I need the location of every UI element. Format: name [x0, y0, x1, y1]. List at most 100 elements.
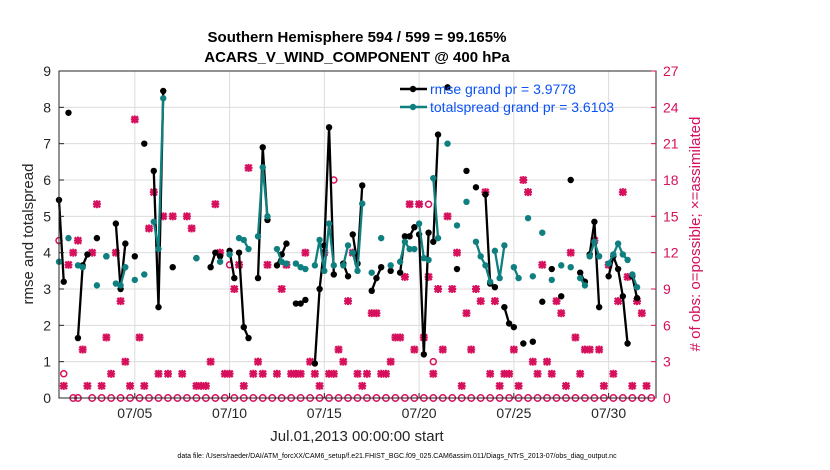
spread-point — [558, 262, 565, 269]
obs-assimilated-marker — [524, 188, 533, 197]
spread-point — [496, 274, 503, 282]
spread-point — [316, 236, 323, 244]
spread-point — [567, 264, 574, 271]
rmse-point — [619, 293, 627, 300]
rmse-point — [401, 233, 409, 240]
spread-point — [515, 274, 522, 282]
y-tick-label: 4 — [43, 245, 51, 261]
obs-assimilated-marker — [618, 188, 627, 197]
spread-point — [65, 234, 72, 242]
obs-assimilated-marker — [396, 333, 405, 342]
rmse-point — [434, 131, 442, 138]
obs-assimilated-marker — [239, 381, 248, 390]
obs-assimilated-marker — [144, 224, 154, 233]
obs-assimilated-marker — [628, 381, 637, 390]
spread-point — [614, 240, 622, 247]
obs-assimilated-marker — [178, 369, 187, 378]
spread-point — [586, 253, 593, 260]
x-tick-label: 07/15 — [307, 405, 342, 421]
rmse-point — [325, 124, 333, 131]
data-file-footnote: data file: /Users/raeder/DAI/ATM_forcXX/… — [177, 453, 617, 460]
spread-point — [482, 262, 489, 269]
y2-tick-label: 3 — [663, 354, 671, 370]
obs-assimilated-marker — [258, 369, 267, 378]
obs-assimilated-marker — [576, 369, 585, 378]
rmse-point — [558, 293, 565, 300]
obs-assimilated-marker — [443, 212, 452, 221]
obs-assimilated-marker — [505, 369, 514, 378]
rmse-point — [482, 191, 489, 198]
spread-point — [122, 264, 129, 271]
plot-frame — [58, 70, 657, 399]
rmse-point — [472, 184, 480, 191]
obs-assimilated-marker — [206, 357, 215, 366]
rmse-line-segment — [432, 134, 440, 242]
obs-assimilated-marker — [566, 248, 575, 257]
rmse-point — [491, 283, 499, 291]
rmse-point — [463, 167, 470, 175]
rmse-point — [93, 234, 101, 242]
rmse-line-segment — [57, 199, 65, 282]
spread-point — [430, 174, 437, 182]
rmse-point — [396, 269, 404, 276]
obs-assimilated-marker — [358, 381, 367, 390]
spread-point — [425, 256, 432, 264]
obs-assimilated-marker — [410, 345, 419, 354]
spread-line-segment — [432, 178, 440, 239]
obs-assimilated-marker — [599, 381, 608, 390]
spread-point — [160, 95, 167, 102]
obs-assimilated-marker — [415, 200, 424, 209]
y2-tick-label: 24 — [663, 99, 679, 115]
spread-point — [453, 222, 461, 229]
y2-tick-label: 12 — [663, 245, 679, 261]
obs-assimilated-marker — [452, 248, 462, 257]
obs-assimilated-marker — [301, 248, 310, 257]
rmse-point — [368, 287, 375, 295]
obs-possible-marker — [424, 200, 433, 208]
obs-assimilated-marker — [69, 248, 78, 257]
spread-point — [539, 229, 546, 236]
y-tick-label: 1 — [43, 354, 51, 370]
spread-point — [259, 164, 266, 171]
rmse-point — [377, 264, 385, 271]
spread-point — [321, 267, 328, 275]
rmse-point — [74, 334, 82, 342]
rmse-point — [633, 294, 641, 302]
rmse-point — [60, 278, 67, 285]
spread-point — [349, 249, 356, 256]
spread-point — [117, 282, 124, 289]
obs-assimilated-marker — [107, 369, 116, 378]
obs-assimilated-marker — [277, 284, 286, 294]
rmse-point — [430, 238, 437, 245]
rmse-point — [387, 267, 394, 275]
obs-assimilated-marker — [386, 357, 395, 366]
spread-point — [406, 245, 413, 253]
obs-assimilated-marker — [339, 357, 348, 366]
obs-assimilated-marker — [457, 381, 466, 390]
rmse-point — [344, 273, 352, 280]
rmse-point — [505, 320, 513, 327]
obs-assimilated-marker — [140, 381, 149, 390]
y-tick-label: 3 — [43, 281, 51, 297]
spread-point — [79, 264, 86, 271]
y2-tick-label: 18 — [663, 172, 679, 188]
rmse-point — [283, 240, 290, 247]
obs-assimilated-marker — [263, 260, 272, 269]
obs-assimilated-marker — [595, 345, 604, 354]
obs-assimilated-marker — [126, 381, 135, 390]
y2-tick-label: 27 — [663, 63, 679, 79]
obs-assimilated-marker — [315, 381, 324, 390]
legend-spread-marker — [409, 103, 417, 111]
rmse-point — [373, 274, 380, 282]
obs-assimilated-marker — [557, 309, 566, 318]
obs-assimilated-marker — [187, 224, 196, 233]
y-tick-label: 9 — [43, 63, 51, 79]
spread-point — [245, 245, 252, 253]
obs-assimilated-marker — [230, 284, 239, 294]
rmse-point — [420, 351, 428, 358]
rmse-point — [605, 273, 612, 280]
spread-point — [93, 282, 101, 289]
spread-point — [463, 198, 470, 205]
obs-assimilated-marker — [135, 333, 144, 342]
rmse-point — [311, 360, 319, 367]
